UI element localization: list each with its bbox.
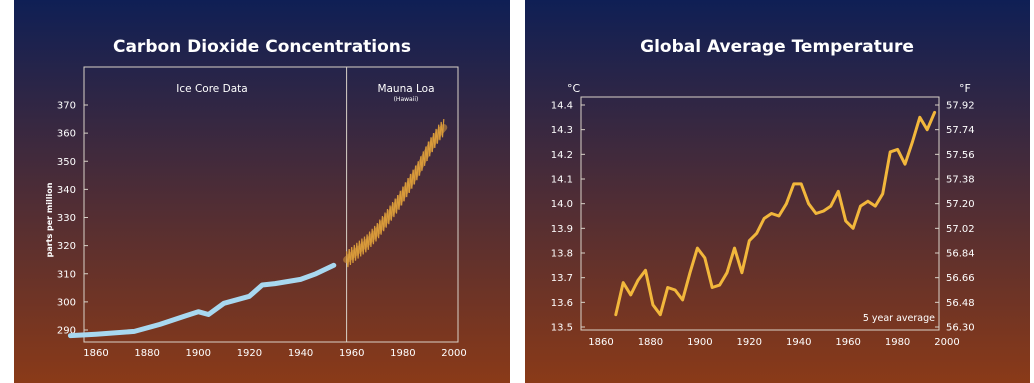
co2-chart-background	[14, 0, 510, 383]
co2-x-tick-label: 1860	[83, 348, 108, 359]
fahrenheit-tick-label: 57.38	[946, 175, 975, 186]
temperature-chart-background	[525, 0, 1030, 383]
celsius-tick-label: 13.7	[551, 273, 573, 284]
co2-plot-frame	[83, 66, 459, 343]
co2-y-tick-label: 310	[57, 269, 76, 280]
temperature-x-tick-label: 2000	[934, 337, 959, 348]
fahrenheit-tick-label: 57.02	[946, 224, 975, 235]
co2-y-tick-label: 300	[57, 297, 76, 308]
fahrenheit-tick-label: 57.74	[946, 125, 975, 136]
fahrenheit-tick-label: 57.20	[946, 199, 975, 210]
co2-y-tick-label: 350	[57, 157, 76, 168]
fahrenheit-tick-label: 56.48	[946, 298, 975, 309]
celsius-tick-label: 13.9	[551, 224, 573, 235]
temperature-five-year-average-line	[614, 110, 937, 317]
celsius-tick-label: 14.4	[551, 101, 573, 112]
co2-x-tick-label: 1900	[186, 348, 211, 359]
co2-y-tick-label: 290	[57, 326, 76, 337]
temperature-x-tick-label: 1940	[786, 337, 811, 348]
temperature-x-tick-label: 1880	[638, 337, 663, 348]
co2-x-tick-label: 1960	[339, 348, 364, 359]
temperature-chart: Global Average Temperature °C °F 5 year …	[525, 0, 1030, 383]
co2-x-tick-label: 1880	[134, 348, 159, 359]
temperature-x-tick-label: 1960	[835, 337, 860, 348]
co2-y-tick-label: 370	[57, 101, 76, 112]
co2-y-tick-label: 320	[57, 241, 76, 252]
temperature-chart-panel: Global Average Temperature °C °F 5 year …	[525, 0, 1030, 383]
temperature-x-tick-label: 1900	[687, 337, 712, 348]
fahrenheit-tick-label: 57.56	[946, 150, 975, 161]
co2-chart-title: Carbon Dioxide Concentrations	[113, 37, 411, 57]
celsius-tick-label: 14.3	[551, 125, 573, 136]
fahrenheit-tick-label: 57.92	[946, 101, 975, 112]
celsius-tick-label: 14.0	[551, 199, 573, 210]
five-year-average-label: 5 year average	[863, 313, 935, 324]
celsius-tick-label: 13.5	[551, 323, 573, 334]
temperature-x-tick-label: 1920	[737, 337, 762, 348]
temperature-x-tick-label: 1860	[588, 337, 613, 348]
celsius-tick-label: 14.1	[551, 175, 573, 186]
temperature-x-tick-label: 1980	[885, 337, 910, 348]
mauna-loa-seasonal-line	[346, 119, 445, 268]
fahrenheit-tick-label: 56.66	[946, 273, 975, 284]
mauna-loa-label: Mauna Loa	[377, 83, 434, 95]
fahrenheit-tick-label: 56.30	[946, 323, 975, 334]
co2-x-tick-label: 1980	[390, 348, 415, 359]
celsius-axis-label: °C	[567, 82, 581, 95]
temperature-chart-title: Global Average Temperature	[640, 37, 914, 57]
co2-y-tick-label: 330	[57, 213, 76, 224]
co2-x-tick-label: 1920	[237, 348, 262, 359]
co2-y-tick-label: 360	[57, 129, 76, 140]
hawaii-label: (Hawaii)	[394, 96, 419, 103]
celsius-tick-label: 13.6	[551, 298, 573, 309]
co2-chart: Carbon Dioxide Concentrations Ice Core D…	[14, 0, 510, 383]
co2-x-tick-label: 2000	[441, 348, 466, 359]
celsius-tick-label: 13.8	[551, 249, 573, 260]
celsius-tick-label: 14.2	[551, 150, 573, 161]
fahrenheit-tick-label: 56.84	[946, 249, 975, 260]
fahrenheit-axis-label: °F	[959, 82, 971, 95]
temperature-plot-frame	[580, 96, 940, 331]
ice-core-data-line	[67, 262, 337, 339]
co2-chart-panel: Carbon Dioxide Concentrations Ice Core D…	[14, 0, 510, 383]
co2-y-axis-label: parts per million	[45, 182, 54, 257]
co2-y-tick-label: 340	[57, 185, 76, 196]
ice-core-label: Ice Core Data	[176, 83, 247, 95]
co2-x-tick-label: 1940	[288, 348, 313, 359]
